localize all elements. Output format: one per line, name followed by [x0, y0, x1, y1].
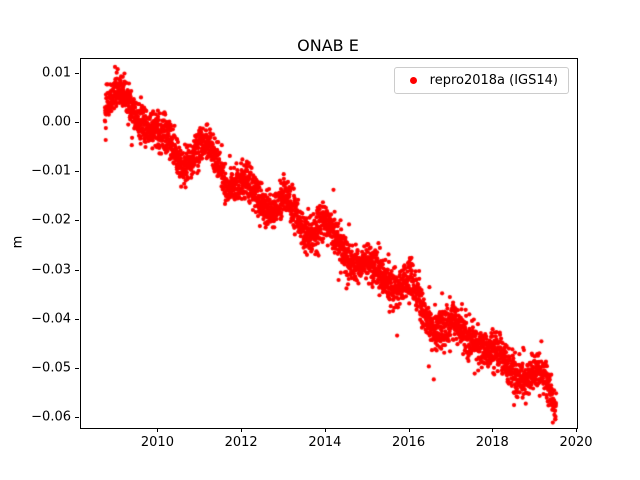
legend: repro2018a (IGS14) [393, 67, 569, 94]
x-tick-label: 2014 [308, 435, 342, 450]
legend-label: repro2018a (IGS14) [429, 73, 558, 88]
y-tick-mark [75, 121, 79, 123]
y-tick-mark [75, 318, 79, 320]
y-tick-mark [75, 171, 79, 173]
y-tick-label: −0.02 [31, 212, 71, 228]
y-tick-mark [75, 269, 79, 271]
x-tick-label: 2018 [475, 435, 509, 450]
y-tick-mark [75, 367, 79, 369]
legend-marker-dot-icon [409, 77, 417, 84]
x-tick-label: 2012 [224, 435, 258, 450]
x-tick-label: 2020 [559, 435, 593, 450]
y-tick-label: −0.06 [31, 409, 71, 425]
scatter-canvas [81, 59, 577, 428]
y-tick-label: −0.03 [31, 262, 71, 278]
y-tick-label: −0.05 [31, 360, 71, 376]
y-tick-label: 0.00 [42, 114, 71, 130]
y-tick-label: −0.01 [31, 163, 71, 179]
y-tick-label: 0.01 [42, 65, 71, 81]
x-tick-label: 2016 [392, 435, 426, 450]
y-axis-label: m [10, 235, 26, 249]
y-tick-mark [75, 72, 79, 74]
plot-title: ONAB E [297, 36, 359, 55]
y-tick-mark [75, 220, 79, 222]
plot-area: repro2018a (IGS14) [80, 58, 578, 429]
y-tick-label: −0.04 [31, 311, 71, 327]
x-tick-label: 2010 [140, 435, 174, 450]
y-tick-mark [75, 417, 79, 419]
